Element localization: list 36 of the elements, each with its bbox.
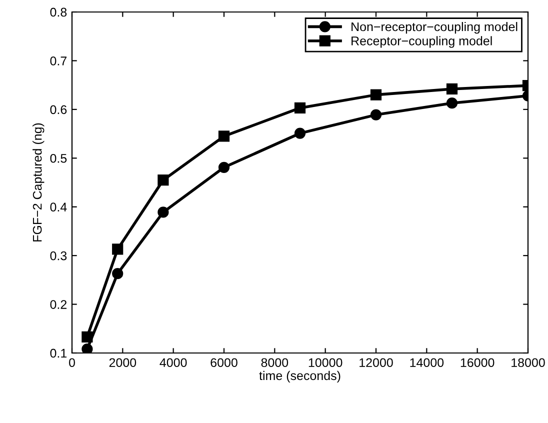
x-tick-label: 18000 [512,358,545,368]
y-tick-label: 0.3 [50,251,67,260]
x-tick-label: 2000 [109,358,136,368]
point [294,102,306,114]
y-tick-label: 0.7 [50,56,67,66]
y-tick-label: 0.2 [50,300,67,309]
x-tick-label: 12000 [360,358,393,368]
x-tick-label: 6000 [210,358,238,368]
legend-label: Receptor−coupling model [352,36,492,48]
y-tick-label: 0.8 [50,8,67,17]
x-tick-label: 4000 [160,358,187,368]
y-tick-label: 0.4 [50,202,67,212]
x-tick-label: 8000 [261,358,288,368]
point [112,244,124,255]
point [370,89,382,100]
x-tick-label: 0 [69,358,75,368]
x-axis-title: time (seconds) [259,370,340,383]
point [446,98,458,109]
point [82,344,93,353]
point [218,162,230,173]
legend-label: Non−receptor−coupling model [352,22,518,34]
point [112,268,124,280]
y-tick-label: 0.1 [50,348,67,358]
x-tick-label: 16000 [460,358,494,368]
point [294,128,306,139]
y-axis-title: FGF−2 Captured (ng) [32,123,44,242]
y-tick-label: 0.6 [50,105,67,114]
y-tick-label: 0.5 [50,154,67,163]
x-tick-label: 10000 [308,358,342,368]
point [370,109,382,120]
point [158,174,169,186]
x-tick-label: 14000 [410,358,444,368]
point [158,206,169,218]
point [218,130,230,142]
point [82,331,93,342]
point [446,83,458,95]
